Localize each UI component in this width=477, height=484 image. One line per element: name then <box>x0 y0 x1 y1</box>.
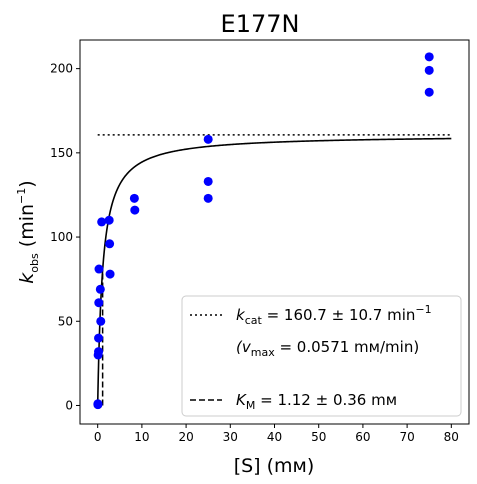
x-tick-label: 40 <box>267 430 282 444</box>
x-tick-label: 20 <box>178 430 193 444</box>
x-axis-label: [S] (mм) <box>234 455 315 477</box>
x-tick-label: 50 <box>311 430 326 444</box>
chart-title: E177N <box>221 10 300 38</box>
data-point <box>104 215 114 225</box>
y-tick-label: 150 <box>50 146 73 160</box>
y-tick-label: 200 <box>50 62 73 76</box>
data-point <box>105 269 115 279</box>
fit-curve <box>96 137 452 406</box>
data-point <box>424 52 434 62</box>
data-point <box>424 65 434 75</box>
x-tick-label: 0 <box>94 430 102 444</box>
x-tick-label: 60 <box>355 430 370 444</box>
x-tick-label: 10 <box>134 430 149 444</box>
legend-km-label: KM = 1.12 ± 0.36 mм <box>236 391 397 412</box>
y-tick-label: 100 <box>50 230 73 244</box>
data-point <box>424 87 434 97</box>
data-point <box>94 333 104 343</box>
data-point <box>95 284 105 294</box>
x-tick-label: 70 <box>399 430 414 444</box>
data-point <box>94 298 104 308</box>
y-tick-label: 0 <box>65 398 73 412</box>
data-point <box>94 264 104 274</box>
data-point <box>203 134 213 144</box>
y-tick-label: 50 <box>58 314 73 328</box>
data-point <box>93 399 103 409</box>
data-point <box>105 239 115 249</box>
x-tick-label: 80 <box>444 430 459 444</box>
data-point <box>94 347 104 357</box>
data-point <box>96 316 106 326</box>
data-point <box>129 193 139 203</box>
legend-kcat-label: kcat = 160.7 ± 10.7 min−1 <box>236 303 432 327</box>
plot-area <box>93 52 452 410</box>
data-point <box>203 176 213 186</box>
x-tick-label: 30 <box>223 430 238 444</box>
data-point <box>130 205 140 215</box>
y-axis-label: kobs (min−1) <box>15 180 41 283</box>
legend-vmax-label: (vmax = 0.0571 mм/min) <box>236 338 419 359</box>
legend-box <box>181 295 462 417</box>
data-point <box>203 193 213 203</box>
data-point <box>97 217 107 227</box>
legend: kcat = 160.7 ± 10.7 min−1 (vmax = 0.0571… <box>181 295 462 417</box>
